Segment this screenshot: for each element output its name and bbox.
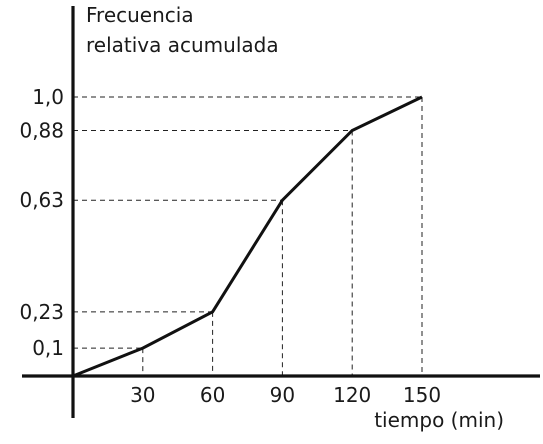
x-tick-labels: 30 60 90 120 150 [130, 383, 441, 407]
y-tick-label: 0,88 [19, 118, 64, 142]
y-tick-label: 0,23 [19, 300, 64, 324]
y-axis-label-line-2: relativa acumulada [86, 33, 279, 57]
x-tick-label: 150 [403, 383, 441, 407]
y-tick-labels: 0,1 0,23 0,63 0,88 1,0 [19, 85, 64, 360]
y-tick-label: 0,63 [19, 188, 64, 212]
x-tick-label: 120 [333, 383, 371, 407]
x-axis-label: tiempo (min) [374, 408, 504, 432]
y-tick-label: 0,1 [32, 336, 64, 360]
series-line-0 [72, 95, 423, 378]
series-group [72, 95, 423, 378]
x-tick-label: 60 [200, 383, 225, 407]
x-tick-label: 90 [270, 383, 295, 407]
guide-lines [73, 96, 423, 376]
y-axis-label-line-1: Frecuencia [86, 3, 194, 27]
y-tick-label: 1,0 [32, 85, 64, 109]
x-tick-label: 30 [130, 383, 155, 407]
